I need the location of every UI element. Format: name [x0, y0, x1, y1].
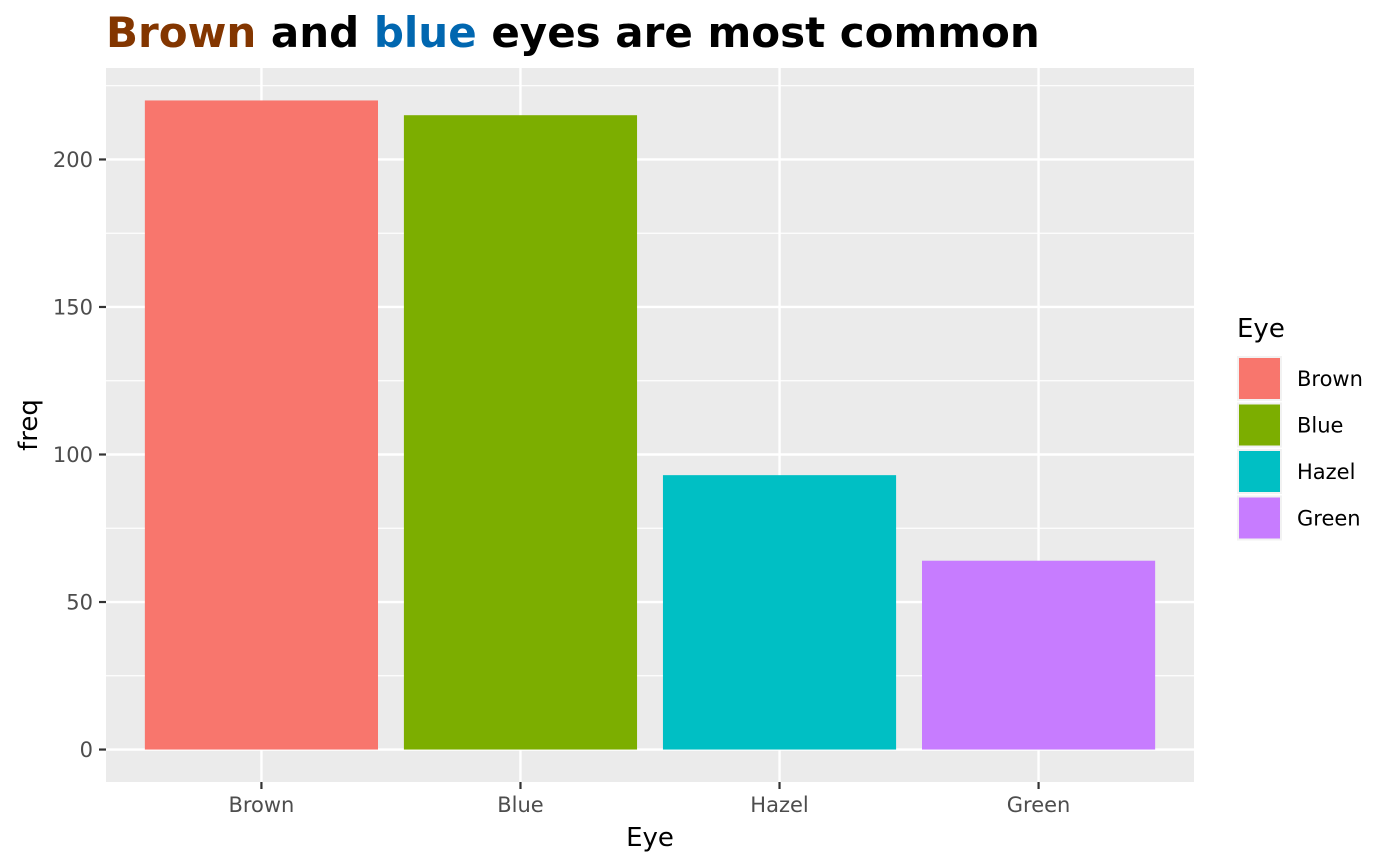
legend-swatch: [1239, 451, 1280, 492]
legend-swatch: [1239, 404, 1280, 446]
x-tick-label: Brown: [228, 793, 294, 817]
chart-title: Brown and blue eyes are most common: [106, 8, 1040, 57]
legend-label: Blue: [1297, 414, 1343, 438]
legend-label: Hazel: [1297, 460, 1355, 484]
legend-swatch: [1239, 358, 1280, 399]
legend-title: Eye: [1237, 314, 1285, 344]
title-segment: blue: [374, 8, 477, 57]
title-segment: and: [256, 8, 374, 57]
title-segment: eyes are most common: [477, 8, 1040, 57]
legend-items: Brown Blue Hazel Green: [1237, 356, 1363, 541]
x-axis-title: Eye: [626, 823, 674, 853]
bar-blue: [403, 115, 638, 750]
y-tick-label: 200: [53, 148, 93, 172]
title-segment: Brown: [106, 8, 256, 57]
y-tick-label: 0: [80, 738, 93, 762]
bars: [144, 100, 1156, 750]
y-axis-title: freq: [14, 399, 44, 451]
legend-swatch: [1239, 497, 1280, 539]
legend: Eye Brown Blue Hazel Green: [1237, 314, 1363, 541]
x-axis: Brown Blue Hazel Green: [228, 782, 1070, 817]
y-tick-label: 50: [66, 591, 93, 615]
y-tick-label: 150: [53, 295, 93, 319]
x-tick-label: Blue: [497, 793, 543, 817]
bar-green: [922, 560, 1156, 750]
legend-label: Green: [1297, 507, 1361, 531]
legend-label: Brown: [1297, 367, 1363, 391]
y-axis: 0 50 100 150 200: [53, 148, 106, 762]
x-tick-label: Hazel: [750, 793, 808, 817]
x-tick-label: Green: [1007, 793, 1071, 817]
bar-brown: [144, 100, 378, 750]
bar-hazel: [662, 475, 897, 750]
y-tick-label: 100: [53, 443, 93, 467]
